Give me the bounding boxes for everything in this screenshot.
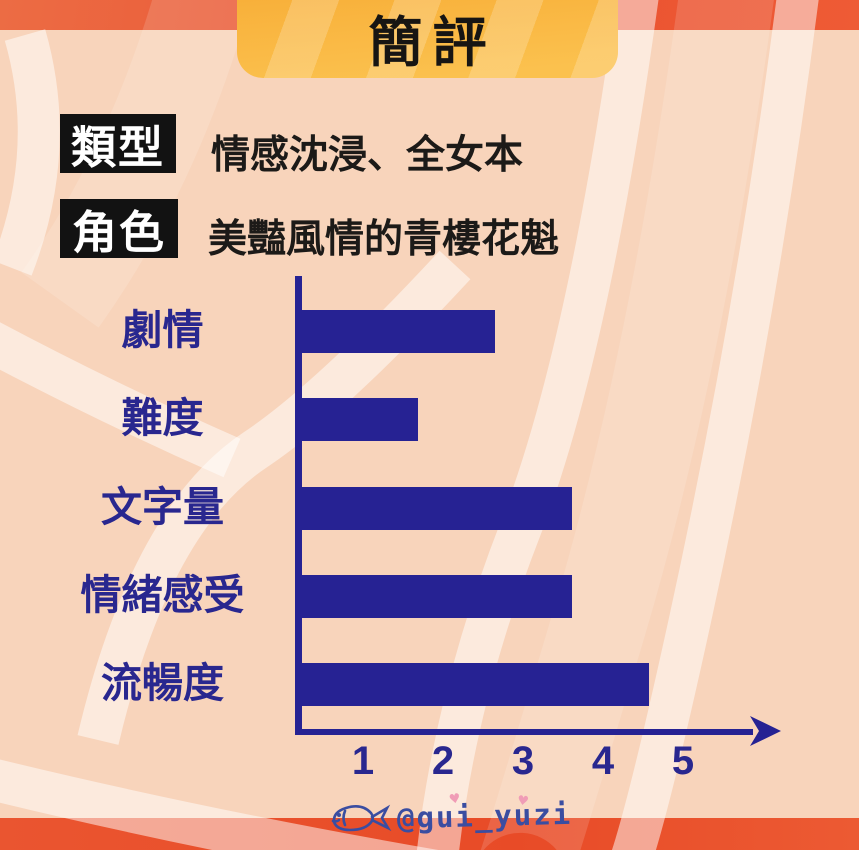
x-tick-label-3: 3 [511,739,535,783]
fish-icon [331,804,392,832]
type-tag-box: 類型 [60,114,176,173]
x-tick-label-5: 5 [671,739,695,783]
chart-x-axis [295,729,753,735]
heart-icon: ♥ [516,793,530,810]
page-title: 簡評 [368,12,497,73]
bar-5 [302,663,649,706]
x-tick-label-2: 2 [431,739,455,783]
title-banner: 簡評 [237,0,618,78]
bar-1 [302,310,495,353]
category-label-1: 劇情 [121,307,204,353]
role-value-text: 美豔風情的青樓花魁 [208,218,560,261]
bar-4 [302,575,572,618]
watermark-handle: @gui_yuzi [396,796,573,836]
role-tag-box: 角色 [60,199,178,258]
type-tag-label: 類型 [70,122,165,173]
heart-icon: ♥ [447,791,462,808]
bar-3 [302,487,572,530]
x-tick-label-4: 4 [591,739,615,783]
type-value-text: 情感沈浸、全女本 [211,134,524,177]
category-label-3: 文字量 [101,484,224,530]
x-tick-label-1: 1 [351,739,375,783]
category-label-2: 難度 [121,395,204,441]
category-label-5: 流暢度 [101,660,224,706]
bar-2 [302,398,418,441]
role-tag-label: 角色 [71,207,166,258]
axis-arrow-icon [750,716,781,746]
chart-y-axis [295,276,302,735]
category-label-4: 情緒感受 [80,572,245,618]
